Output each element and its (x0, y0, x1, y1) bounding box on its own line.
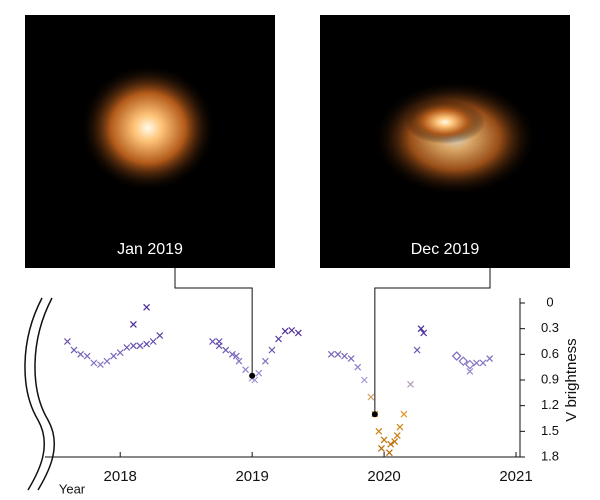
y-tick-label: 1.5 (541, 423, 559, 438)
y-tick-label: 0 (546, 294, 553, 309)
point (393, 432, 401, 440)
point (375, 427, 383, 435)
point (143, 303, 151, 311)
point (479, 359, 487, 367)
y-tick-label: 1.2 (541, 397, 559, 412)
point (136, 342, 144, 350)
point (129, 342, 137, 350)
point (367, 393, 375, 401)
y-tick-label: 0.3 (541, 320, 559, 335)
point (242, 366, 249, 374)
point (156, 332, 164, 339)
point (385, 449, 393, 457)
point (64, 338, 71, 345)
point (391, 438, 399, 446)
image-label: Jan 2019 (117, 241, 183, 258)
point (347, 355, 355, 363)
image-dec: Dec 2019 (320, 15, 570, 268)
point (473, 359, 480, 367)
point (407, 380, 414, 388)
point (77, 350, 85, 358)
point (235, 357, 243, 365)
x-tick-label: 2021 (499, 468, 532, 485)
point (261, 357, 269, 365)
point (228, 350, 236, 358)
axis-break (24, 297, 56, 491)
point (360, 376, 368, 384)
point (268, 346, 276, 354)
point (288, 326, 296, 334)
image-jan: Jan 2019 (25, 15, 275, 268)
point (123, 344, 131, 351)
point (222, 346, 230, 354)
point (143, 340, 151, 348)
point (83, 352, 91, 360)
point (451, 351, 462, 361)
point (465, 359, 475, 370)
highlight-point (371, 411, 378, 418)
y-tick-label: 0.9 (541, 371, 559, 386)
point (116, 349, 124, 357)
point (232, 352, 240, 360)
point (255, 369, 263, 377)
x-tick-label: 2019 (235, 468, 268, 485)
point (486, 355, 494, 363)
point (327, 350, 335, 358)
point (70, 346, 78, 354)
point (378, 445, 385, 452)
point (458, 356, 469, 367)
x-tick-label: 2020 (367, 468, 400, 485)
point (387, 440, 395, 448)
point (380, 436, 388, 444)
point (413, 346, 421, 354)
y-tick-label: 0.6 (541, 346, 559, 361)
point (294, 329, 302, 337)
connector (374, 268, 491, 415)
image-label: Dec 2019 (411, 241, 480, 258)
x-tick-label: 2018 (104, 468, 137, 485)
point (96, 361, 104, 369)
point (354, 363, 362, 371)
point (275, 335, 282, 343)
x-axis-label: Year (59, 481, 86, 496)
point (400, 410, 408, 418)
point (209, 338, 216, 345)
point (110, 352, 118, 360)
point (129, 320, 137, 328)
point (334, 350, 342, 358)
y-axis-label: V brightness (563, 338, 580, 421)
point (341, 352, 348, 360)
point (149, 338, 157, 345)
point (417, 325, 425, 333)
point (103, 357, 111, 365)
point (420, 329, 428, 337)
highlight-point (249, 372, 256, 379)
connector (174, 268, 253, 376)
y-tick-label: 1.8 (541, 448, 559, 463)
point (396, 423, 404, 431)
point (90, 359, 98, 367)
point (281, 327, 289, 335)
point (215, 338, 223, 345)
point (466, 368, 474, 375)
